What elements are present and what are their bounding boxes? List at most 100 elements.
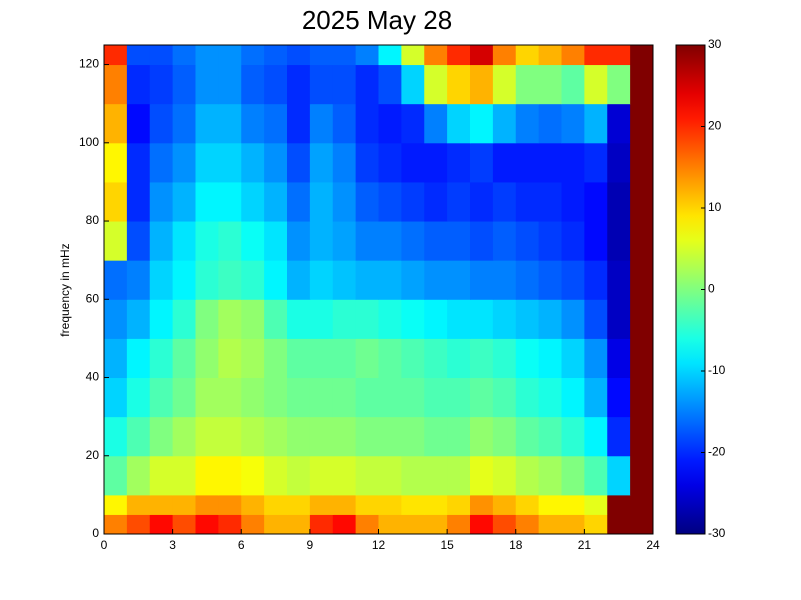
heatmap-cell	[241, 338, 265, 379]
heatmap-cell	[515, 338, 540, 379]
heatmap-cell	[218, 181, 242, 222]
heatmap-cell	[630, 221, 654, 261]
heatmap-cell	[149, 142, 174, 183]
heatmap-cell	[447, 45, 471, 66]
x-tick-label: 0	[101, 538, 108, 552]
heatmap-cell	[287, 338, 311, 379]
heatmap-cell	[584, 416, 608, 457]
heatmap-cell	[309, 45, 334, 66]
heatmap-cell	[104, 455, 128, 496]
heatmap-cell	[332, 260, 357, 300]
heatmap-cell	[538, 45, 562, 66]
colorbar-tick-label: 20	[708, 119, 722, 133]
heatmap-cell	[309, 338, 334, 379]
heatmap-cell	[149, 103, 174, 144]
heatmap-cell	[126, 338, 151, 379]
heatmap-cell	[309, 514, 334, 535]
heatmap-cell	[172, 221, 196, 261]
heatmap-cell	[538, 514, 562, 535]
heatmap-cell	[332, 64, 357, 105]
heatmap-cell	[264, 416, 288, 457]
heatmap-cell	[355, 514, 379, 535]
heatmap-cell	[332, 299, 357, 339]
heatmap-cell	[424, 45, 448, 66]
heatmap-cell	[126, 181, 151, 222]
heatmap-cell	[424, 514, 448, 535]
heatmap-cell	[584, 260, 608, 300]
heatmap-cell	[584, 221, 608, 261]
heatmap-cell	[241, 416, 265, 457]
heatmap-cell	[561, 514, 585, 535]
heatmap-cell	[492, 181, 517, 222]
heatmap-cell	[470, 494, 494, 515]
heatmap-cell	[401, 338, 425, 379]
heatmap-cell	[264, 103, 288, 144]
heatmap-cell	[149, 377, 174, 418]
heatmap-cell	[241, 455, 265, 496]
heatmap-cell	[515, 299, 540, 339]
heatmap-cell	[515, 64, 540, 105]
heatmap-cell	[561, 494, 585, 515]
heatmap-cell	[378, 455, 402, 496]
heatmap-cell	[218, 416, 242, 457]
heatmap-cell	[561, 260, 585, 300]
heatmap-cell	[355, 45, 379, 66]
heatmap-cell	[355, 338, 379, 379]
heatmap-cell	[149, 221, 174, 261]
heatmap-cell	[447, 260, 471, 300]
heatmap-cell	[515, 45, 540, 66]
heatmap-cell	[515, 416, 540, 457]
heatmap-cell	[515, 260, 540, 300]
heatmap-cell	[195, 377, 219, 418]
heatmap-cell	[195, 416, 219, 457]
heatmap-cell	[470, 455, 494, 496]
heatmap-cell	[561, 338, 585, 379]
heatmap-cell	[607, 181, 631, 222]
heatmap-cell	[584, 181, 608, 222]
heatmap-cell	[195, 181, 219, 222]
heatmap-cell	[264, 514, 288, 535]
heatmap-cell	[309, 181, 334, 222]
heatmap-cell	[538, 142, 562, 183]
heatmap-cell	[332, 338, 357, 379]
heatmap-cell	[447, 103, 471, 144]
heatmap-cell	[355, 103, 379, 144]
heatmap-cell	[264, 64, 288, 105]
heatmap-cell	[104, 494, 128, 515]
x-tick-label: 3	[169, 538, 176, 552]
heatmap-cell	[630, 260, 654, 300]
heatmap-cell	[241, 45, 265, 66]
heatmap-cell	[309, 260, 334, 300]
heatmap-cell	[126, 103, 151, 144]
colorbar-tick-label: -20	[708, 445, 726, 459]
heatmap-cell	[287, 260, 311, 300]
heatmap-cell	[607, 299, 631, 339]
heatmap-cell	[447, 221, 471, 261]
heatmap-cell	[218, 142, 242, 183]
heatmap-cell	[607, 377, 631, 418]
heatmap-cell	[492, 45, 517, 66]
heatmap-cell	[424, 221, 448, 261]
heatmap-cell	[149, 514, 174, 535]
heatmap-cell	[126, 260, 151, 300]
heatmap-cell	[378, 64, 402, 105]
heatmap-cell	[332, 494, 357, 515]
heatmap-cell	[172, 299, 196, 339]
heatmap-cell	[424, 260, 448, 300]
heatmap-cell	[241, 514, 265, 535]
heatmap-cell	[401, 514, 425, 535]
heatmap-cell	[492, 494, 517, 515]
heatmap-cell	[287, 514, 311, 535]
heatmap-cell	[492, 221, 517, 261]
heatmap-cell	[241, 377, 265, 418]
heatmap-cell	[149, 455, 174, 496]
heatmap-cell	[470, 45, 494, 66]
heatmap-cell	[561, 142, 585, 183]
heatmap-cell	[126, 455, 151, 496]
heatmap-cell	[447, 181, 471, 222]
heatmap-cell	[172, 142, 196, 183]
heatmap-cell	[149, 299, 174, 339]
heatmap-cell	[538, 181, 562, 222]
x-tick-label: 24	[646, 538, 660, 552]
heatmap-cell	[378, 299, 402, 339]
